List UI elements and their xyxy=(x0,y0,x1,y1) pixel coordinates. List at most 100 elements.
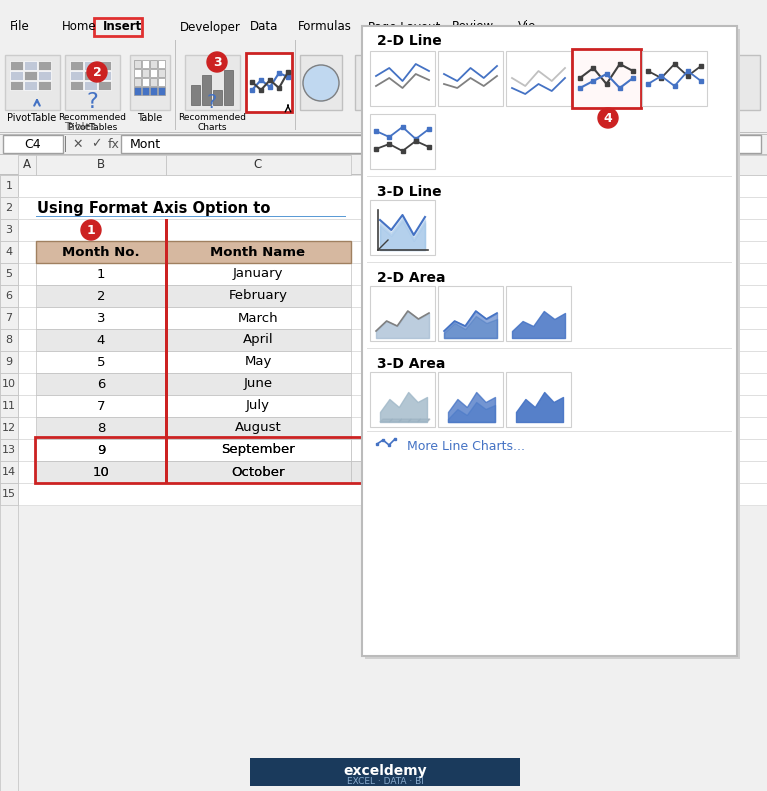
Text: February: February xyxy=(229,290,288,302)
Text: Table: Table xyxy=(137,113,163,123)
Bar xyxy=(36,307,166,329)
Text: Home: Home xyxy=(62,21,97,33)
Bar xyxy=(565,55,607,110)
Bar xyxy=(18,219,767,241)
Text: Tables: Tables xyxy=(64,122,96,132)
Bar xyxy=(3,135,63,153)
Bar xyxy=(18,461,767,483)
Bar xyxy=(150,60,157,68)
Bar xyxy=(142,78,149,86)
Bar xyxy=(618,55,660,110)
Bar xyxy=(0,133,767,155)
Bar xyxy=(0,241,18,263)
Text: 3: 3 xyxy=(212,55,222,69)
Text: 15: 15 xyxy=(2,489,16,499)
Bar xyxy=(142,60,149,68)
Text: 10: 10 xyxy=(2,379,16,389)
Text: Vie: Vie xyxy=(518,21,536,33)
Text: $3,670: $3,670 xyxy=(388,444,434,456)
Bar xyxy=(65,55,120,110)
Bar xyxy=(36,155,166,175)
Bar xyxy=(572,49,641,108)
Bar xyxy=(35,437,471,483)
Bar xyxy=(18,373,767,395)
Bar xyxy=(166,373,351,395)
Bar xyxy=(0,154,767,155)
Bar xyxy=(370,200,435,255)
Text: ?: ? xyxy=(207,93,217,112)
Text: More Line Charts...: More Line Charts... xyxy=(407,441,525,453)
Bar xyxy=(18,197,368,219)
Bar xyxy=(130,55,170,110)
Circle shape xyxy=(598,108,618,128)
Text: Review: Review xyxy=(452,21,494,33)
Text: May: May xyxy=(245,355,272,369)
Text: 5: 5 xyxy=(5,269,12,279)
Circle shape xyxy=(303,65,339,101)
Bar xyxy=(18,329,767,351)
Bar xyxy=(36,263,166,285)
Bar xyxy=(36,395,166,417)
Bar xyxy=(367,176,732,177)
Text: Using Format Axis Option to: Using Format Axis Option to xyxy=(37,200,271,215)
Bar xyxy=(36,285,166,307)
Text: June: June xyxy=(243,377,272,391)
Bar xyxy=(668,55,710,110)
Bar xyxy=(370,286,435,341)
Bar xyxy=(165,373,167,395)
Text: 6: 6 xyxy=(97,377,105,391)
Bar xyxy=(18,241,767,263)
Text: $2,452: $2,452 xyxy=(388,465,434,479)
Bar xyxy=(158,60,165,68)
Polygon shape xyxy=(390,419,402,422)
Bar xyxy=(150,69,157,77)
Bar xyxy=(18,439,767,461)
Text: 1: 1 xyxy=(5,181,12,191)
Bar xyxy=(150,78,157,86)
Bar xyxy=(438,372,503,427)
Text: 1: 1 xyxy=(97,267,105,281)
Text: 12: 12 xyxy=(2,423,16,433)
Bar xyxy=(18,197,767,219)
Text: 2: 2 xyxy=(93,66,101,78)
Bar xyxy=(18,483,767,505)
Text: 3-D Area: 3-D Area xyxy=(377,357,446,371)
Text: 3: 3 xyxy=(97,312,105,324)
Text: 4: 4 xyxy=(604,112,612,124)
Bar xyxy=(166,155,351,175)
Bar xyxy=(0,285,18,307)
Bar xyxy=(191,85,200,105)
Bar xyxy=(98,71,111,80)
Bar xyxy=(18,417,767,439)
Text: File: File xyxy=(10,21,30,33)
Bar xyxy=(506,51,571,106)
Bar xyxy=(165,395,167,417)
Bar xyxy=(134,60,141,68)
Bar xyxy=(134,78,141,86)
Bar xyxy=(175,40,176,130)
Bar xyxy=(166,329,351,351)
Bar xyxy=(166,307,351,329)
Bar xyxy=(10,61,23,70)
Bar xyxy=(121,135,761,153)
Bar xyxy=(0,155,767,175)
Bar xyxy=(84,71,97,80)
Bar xyxy=(98,81,111,90)
Bar xyxy=(718,55,760,110)
Text: exceldemy: exceldemy xyxy=(343,764,426,778)
Bar xyxy=(0,461,18,483)
Bar xyxy=(685,155,767,175)
Text: March: March xyxy=(238,312,278,324)
Bar xyxy=(0,307,18,329)
Text: 2-D Line: 2-D Line xyxy=(377,34,442,48)
Polygon shape xyxy=(399,419,411,422)
Text: fx: fx xyxy=(108,138,120,150)
Text: 6: 6 xyxy=(5,291,12,301)
Text: Charts: Charts xyxy=(197,123,227,133)
Bar xyxy=(0,175,18,197)
Bar xyxy=(165,263,167,285)
Bar xyxy=(65,136,66,152)
Bar xyxy=(246,53,292,112)
Bar xyxy=(5,55,60,110)
Text: A: A xyxy=(23,158,31,172)
